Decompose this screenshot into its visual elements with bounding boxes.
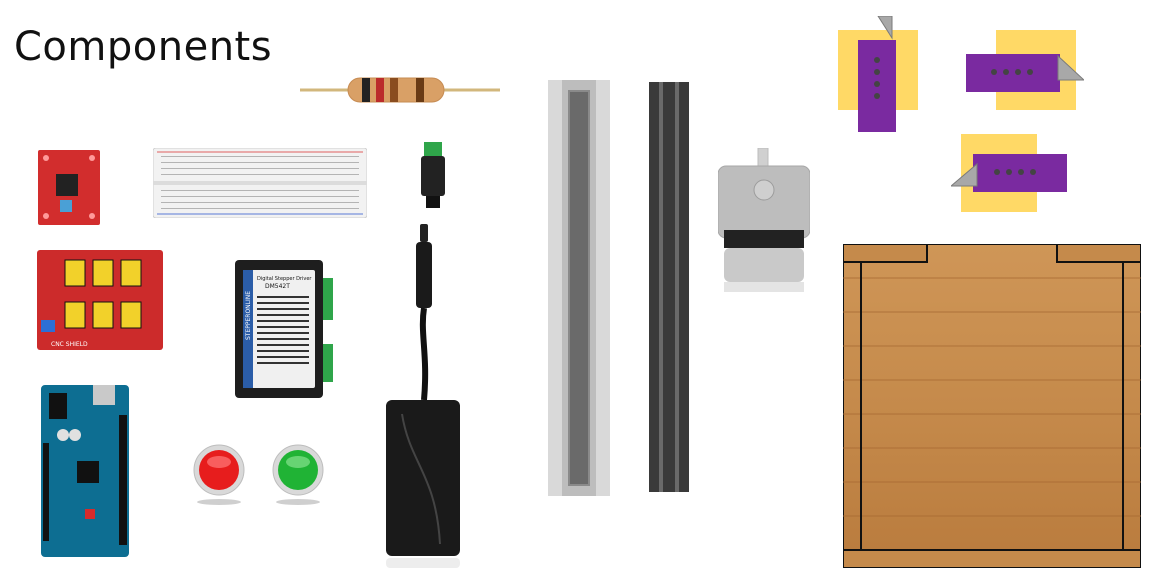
driver-subtitle: Digital Stepper Driver: [257, 276, 312, 282]
green-button-icon: [272, 444, 324, 506]
red-button-icon: [193, 444, 245, 506]
linear-rail-icon: [548, 80, 610, 496]
stepper-driver-dm542t-icon: STEPPERONLINE Digital Stepper Driver DM5…: [235, 260, 335, 398]
dark-bar-icon: [649, 82, 689, 492]
driver-brand: STEPPERONLINE: [245, 291, 252, 340]
nema17-stepper-motor-icon: [718, 148, 810, 294]
arduino-mega-icon: [41, 385, 131, 560]
breadboard-icon: [153, 148, 367, 218]
power-adapter-icon: [386, 224, 460, 568]
wooden-frame-icon: [843, 244, 1141, 568]
cnc-shield-icon: CNC SHIELD: [37, 250, 163, 350]
page-title: Components: [14, 24, 273, 70]
cnc-shield-label: CNC SHIELD: [51, 341, 88, 348]
resistor-icon: [300, 72, 500, 108]
limit-switch-icon: [951, 134, 1069, 216]
dc-barrel-jack-icon: [418, 142, 448, 208]
limit-switch-icon: [838, 16, 918, 132]
limit-switch-icon: [966, 30, 1084, 112]
driver-model: DM542T: [265, 283, 290, 290]
stepper-driver-module-icon: [38, 150, 100, 225]
